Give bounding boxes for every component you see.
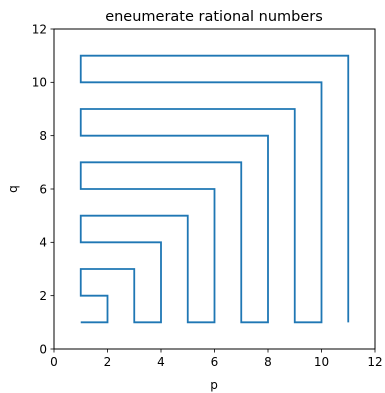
y-axis-label: q: [6, 185, 20, 193]
x-tick-label: 0: [50, 355, 58, 369]
x-tick-label: 8: [264, 355, 272, 369]
x-tick-label: 4: [157, 355, 165, 369]
y-axis: 0 2 4 6 8 10 12: [32, 22, 54, 356]
x-tick-label: 6: [211, 355, 219, 369]
x-tick-label: 10: [314, 355, 329, 369]
y-tick-label: 4: [39, 236, 47, 250]
y-tick-label: 6: [39, 182, 47, 196]
y-tick-label: 8: [39, 129, 47, 143]
chart-title: eneumerate rational numbers: [105, 9, 323, 25]
y-tick-label: 12: [32, 22, 47, 36]
x-axis-label: p: [210, 378, 218, 392]
y-tick-label: 2: [39, 289, 47, 303]
x-axis: 0 2 4 6 8 10 12: [50, 349, 383, 369]
x-tick-label: 2: [104, 355, 112, 369]
x-tick-label: 12: [367, 355, 382, 369]
y-tick-label: 10: [32, 76, 47, 90]
series-line: [79, 54, 350, 324]
y-tick-label: 0: [39, 342, 47, 356]
